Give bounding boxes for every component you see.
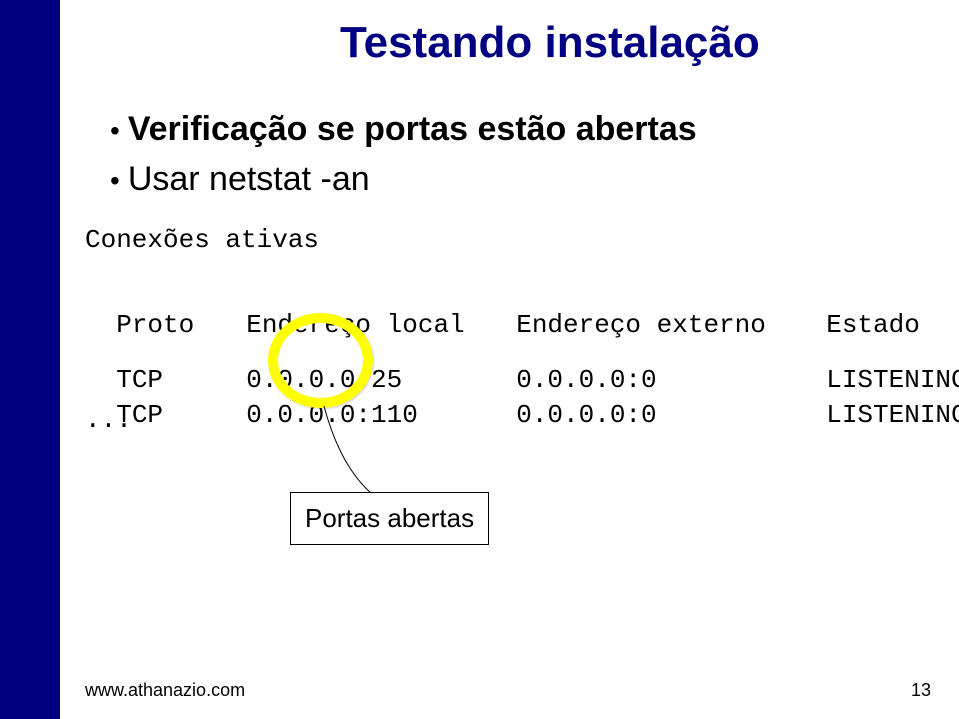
callout-connector-line <box>320 406 375 501</box>
bullet-dot-icon: • <box>110 165 120 196</box>
bullet-item-1: • Verificação se portas estão abertas <box>110 110 697 149</box>
slide-title: Testando instalação <box>340 18 760 68</box>
bullet-text-1: Verificação se portas estão abertas <box>128 110 697 148</box>
cell-estado: LISTENING <box>826 400 959 430</box>
netstat-columns-row: ProtoEndereço localEndereço externoEstad… <box>85 280 920 340</box>
page-number: 13 <box>911 680 931 701</box>
bullet-dot-icon: • <box>110 115 120 146</box>
cell-local: 0.0.0.0:110 <box>246 400 516 430</box>
cell-externo: 0.0.0.0:0 <box>516 400 826 430</box>
cell-proto: TCP <box>116 400 246 430</box>
footer-url: www.athanazio.com <box>85 680 245 701</box>
callout-label: Portas abertas <box>290 492 489 545</box>
netstat-ellipsis: ... <box>85 405 132 435</box>
netstat-header-line: Conexões ativas <box>85 225 319 255</box>
bullet-item-2: • Usar netstat -an <box>110 160 370 199</box>
bullet-text-2: Usar netstat -an <box>128 160 370 198</box>
left-sidebar <box>0 0 60 719</box>
netstat-row-2: TCP0.0.0.0:1100.0.0.0:0LISTENING <box>85 370 959 430</box>
highlight-circle-icon <box>268 313 373 408</box>
